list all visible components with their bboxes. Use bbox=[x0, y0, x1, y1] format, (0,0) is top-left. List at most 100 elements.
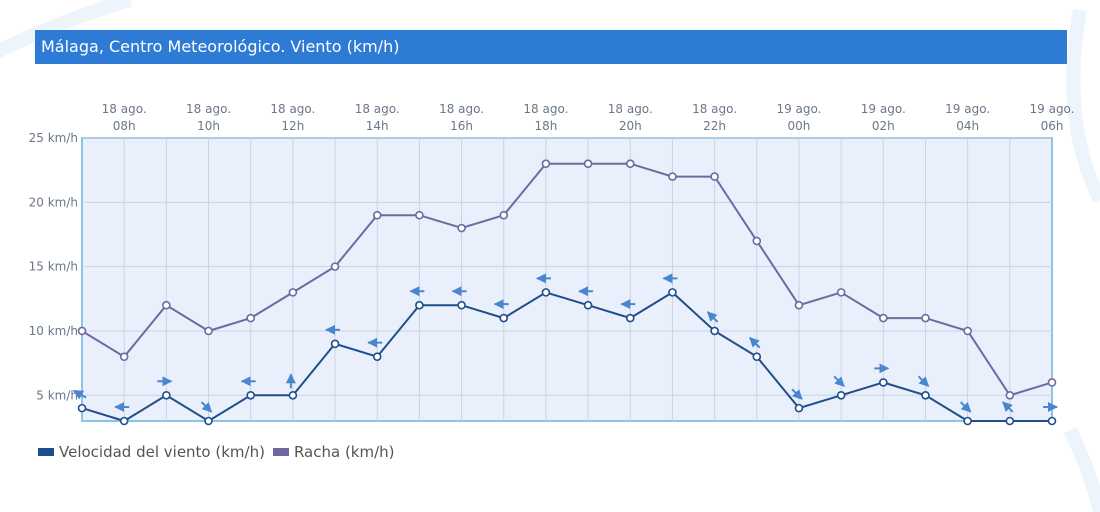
x-tick-label-hour: 22h bbox=[703, 119, 726, 133]
gust-point bbox=[415, 210, 424, 220]
wind-point bbox=[119, 416, 129, 426]
wind-direction-arrows bbox=[73, 273, 1058, 413]
gust-point bbox=[246, 313, 255, 323]
y-axis-labels: 5 km/h 10 km/h 15 km/h 20 km/h 25 km/h bbox=[29, 131, 78, 402]
wind-point bbox=[457, 300, 466, 310]
x-tick-label-day: 18 ago. bbox=[102, 102, 147, 116]
x-tick-label-hour: 02h bbox=[872, 119, 895, 133]
wind-line bbox=[81, 291, 1052, 423]
gust-point bbox=[710, 172, 719, 181]
wind-point bbox=[288, 390, 298, 400]
wind-direction-arrow bbox=[749, 337, 761, 349]
x-tick-label-hour: 10h bbox=[197, 119, 220, 133]
wind-point bbox=[963, 416, 972, 426]
gust-point bbox=[457, 223, 466, 233]
y-tick-label: 10 km/h bbox=[29, 324, 78, 338]
gust-point bbox=[372, 210, 382, 220]
x-tick-label-day: 18 ago. bbox=[186, 102, 231, 116]
gust-point bbox=[288, 288, 298, 297]
x-tick-label-hour: 18h bbox=[534, 119, 557, 133]
wind-direction-arrow bbox=[959, 401, 972, 413]
wind-point bbox=[583, 300, 593, 310]
y-tick-label: 20 km/h bbox=[29, 195, 78, 209]
wind-series bbox=[77, 288, 1057, 426]
gust-point bbox=[921, 313, 930, 323]
plot-area bbox=[81, 137, 1053, 422]
gust-point bbox=[752, 236, 762, 246]
wind-point bbox=[77, 403, 87, 413]
x-axis-labels: 18 ago. 08h 18 ago. 10h 18 ago. 12h 18 ago. 14h… bbox=[102, 102, 1075, 133]
x-tick-label-day: 18 ago. bbox=[270, 102, 315, 116]
wind-point bbox=[204, 416, 213, 426]
legend-swatch-gust bbox=[272, 448, 289, 456]
gust-line bbox=[81, 162, 1053, 397]
wind-point bbox=[162, 390, 171, 400]
wind-point bbox=[879, 378, 888, 387]
gust-point bbox=[499, 210, 509, 220]
legend-swatch-wind bbox=[38, 448, 54, 456]
wind-point bbox=[415, 300, 424, 310]
wind-point bbox=[710, 326, 719, 336]
y-tick-label: 25 km/h bbox=[29, 131, 78, 145]
gust-point bbox=[119, 352, 129, 361]
wind-direction-arrow bbox=[706, 311, 719, 323]
x-tick-label-hour: 04h bbox=[956, 119, 979, 133]
chart-title: Málaga, Centro Meteorológico. Viento (km… bbox=[35, 30, 1067, 64]
x-tick-label-hour: 08h bbox=[113, 119, 136, 133]
gust-point bbox=[668, 172, 677, 181]
gust-point bbox=[204, 326, 213, 336]
x-tick-label-day: 18 ago. bbox=[608, 102, 653, 116]
gust-point bbox=[794, 300, 804, 310]
x-tick-label-hour: 00h bbox=[788, 119, 811, 133]
wind-point bbox=[668, 288, 677, 297]
wind-point bbox=[752, 352, 762, 361]
gust-point bbox=[879, 313, 888, 323]
x-tick-label-day: 18 ago. bbox=[523, 102, 568, 116]
x-tick-label-hour: 20h bbox=[619, 119, 642, 133]
gust-point bbox=[1047, 378, 1057, 387]
x-tick-label-day: 18 ago. bbox=[355, 102, 400, 116]
gust-point bbox=[583, 159, 593, 169]
wind-point bbox=[1005, 416, 1015, 426]
wind-point bbox=[1047, 416, 1057, 426]
legend-label-wind: Velocidad del viento (km/h) bbox=[59, 443, 265, 461]
wind-point bbox=[836, 390, 846, 400]
y-tick-label: 5 km/h bbox=[36, 388, 78, 402]
wind-point bbox=[246, 390, 255, 400]
wind-direction-arrow bbox=[200, 401, 213, 413]
legend-item-gust[interactable]: Racha (km/h) bbox=[272, 443, 395, 461]
x-tick-label-hour: 06h bbox=[1041, 119, 1064, 133]
x-tick-label-hour: 12h bbox=[281, 119, 304, 133]
x-tick-label-day: 19 ago. bbox=[776, 102, 821, 116]
wind-point bbox=[625, 313, 635, 323]
legend-item-wind[interactable]: Velocidad del viento (km/h) bbox=[38, 443, 265, 461]
x-tick-label-day: 19 ago. bbox=[861, 102, 906, 116]
wind-point bbox=[372, 352, 382, 361]
wind-direction-arrow bbox=[73, 389, 87, 400]
wind-direction-arrow bbox=[917, 375, 930, 387]
gust-point bbox=[541, 159, 551, 169]
wind-chart: 5 km/h 10 km/h 15 km/h 20 km/h 25 km/h 18 ag… bbox=[29, 102, 1075, 426]
gust-point bbox=[836, 288, 846, 297]
gust-point bbox=[963, 326, 972, 336]
gust-point bbox=[625, 159, 635, 169]
wind-direction-arrow bbox=[791, 388, 803, 400]
gust-point bbox=[162, 300, 171, 310]
gust-point bbox=[77, 326, 87, 336]
gust-series bbox=[77, 159, 1057, 400]
x-tick-label-day: 18 ago. bbox=[439, 102, 484, 116]
legend-label-gust: Racha (km/h) bbox=[293, 443, 395, 461]
x-tick-label-day: 19 ago. bbox=[945, 102, 990, 116]
wind-direction-arrow bbox=[1002, 401, 1014, 413]
legend: Velocidad del viento (km/h) Racha (km/h) bbox=[38, 441, 403, 463]
gust-point bbox=[1005, 390, 1015, 400]
x-tick-label-day: 19 ago. bbox=[1030, 102, 1075, 116]
x-tick-label-day: 18 ago. bbox=[692, 102, 737, 116]
y-tick-label: 15 km/h bbox=[29, 260, 78, 274]
wind-point bbox=[921, 390, 930, 400]
wind-point bbox=[541, 288, 551, 297]
grid-lines bbox=[82, 137, 1052, 421]
wind-direction-arrow bbox=[833, 375, 845, 387]
wind-point bbox=[499, 313, 509, 323]
gust-point bbox=[330, 262, 340, 271]
